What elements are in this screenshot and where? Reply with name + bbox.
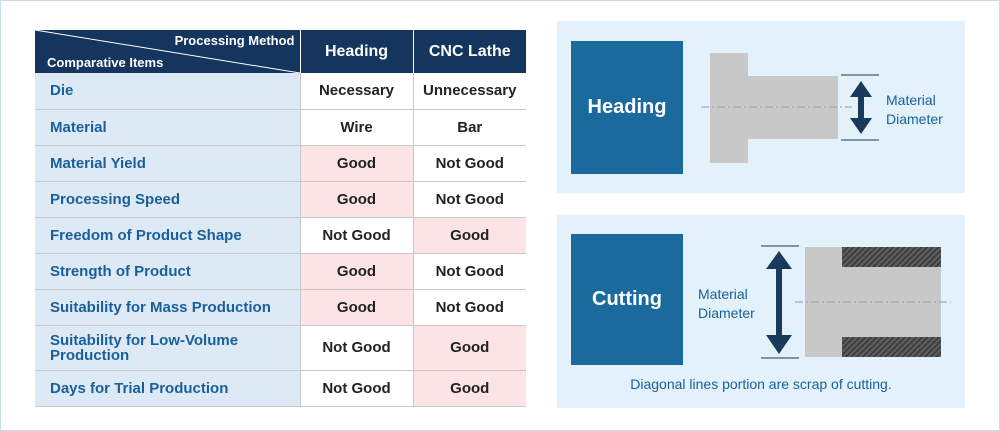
table-row: Days for Trial Production Not Good Good bbox=[35, 370, 526, 407]
cnc-lathe-value-cell: Unnecessary bbox=[412, 73, 526, 110]
comparative-item-cell: Die bbox=[35, 73, 300, 110]
scrap-hatch-bottom bbox=[842, 337, 941, 357]
heading-diameter-arrow bbox=[850, 81, 872, 134]
table-row: Die Necessary Unnecessary bbox=[35, 73, 526, 110]
table-row: Freedom of Product Shape Not Good Good bbox=[35, 217, 526, 254]
comparative-item-cell: Material Yield bbox=[35, 145, 300, 182]
cutting-dimension-label: Material Diameter bbox=[698, 285, 755, 323]
heading-value-cell: Wire bbox=[299, 109, 413, 146]
heading-part-drawing bbox=[701, 53, 879, 163]
table-row: Suitability for Low-Volume Production Not… bbox=[35, 325, 526, 371]
cnc-lathe-value-cell: Not Good bbox=[412, 253, 526, 290]
heading-value-cell: Good bbox=[299, 145, 413, 182]
cutting-dimension-label-line2: Diameter bbox=[698, 305, 755, 321]
heading-value-cell: Necessary bbox=[299, 73, 413, 110]
scrap-hatch-top bbox=[842, 247, 941, 267]
heading-title-box: Heading bbox=[571, 41, 683, 174]
comparative-item-cell: Days for Trial Production bbox=[35, 370, 300, 407]
table-row: Material Yield Good Not Good bbox=[35, 145, 526, 182]
comparative-item-cell: Strength of Product bbox=[35, 253, 300, 290]
headed-part-shape bbox=[710, 53, 838, 163]
heading-value-cell: Good bbox=[299, 181, 413, 218]
scrap-note: Diagonal lines portion are scrap of cutt… bbox=[630, 376, 892, 392]
cnc-lathe-value-cell: Good bbox=[412, 370, 526, 407]
processing-method-label: Processing Method bbox=[174, 33, 295, 48]
table-row: Strength of Product Good Not Good bbox=[35, 253, 526, 290]
comparative-item-cell: Suitability for Low-Volume Production bbox=[35, 325, 300, 371]
corner-diagonal-line bbox=[35, 30, 300, 73]
table-corner-cell: Processing Method Comparative Items bbox=[35, 30, 300, 73]
comparative-item-cell: Material bbox=[35, 109, 300, 146]
cutting-dimension-label-line1: Material bbox=[698, 286, 748, 302]
cutting-panel: Cutting Material Diameter Diagonal lines… bbox=[557, 215, 965, 408]
heading-value-cell: Not Good bbox=[299, 370, 413, 407]
heading-dimension-label-line1: Material bbox=[886, 92, 936, 108]
table-row: Processing Speed Good Not Good bbox=[35, 181, 526, 218]
heading-dimension-label-line2: Diameter bbox=[886, 111, 943, 127]
cnc-lathe-value-cell: Not Good bbox=[412, 181, 526, 218]
heading-value-cell: Good bbox=[299, 289, 413, 326]
heading-value-cell: Good bbox=[299, 253, 413, 290]
comparative-item-cell: Suitability for Mass Production bbox=[35, 289, 300, 326]
table-row: Suitability for Mass Production Good Not G… bbox=[35, 289, 526, 326]
table-row: Material Wire Bar bbox=[35, 109, 526, 146]
table-header-row: Processing Method Comparative Items Head… bbox=[35, 30, 526, 73]
column-header-heading: Heading bbox=[299, 30, 413, 73]
cnc-lathe-value-cell: Bar bbox=[412, 109, 526, 146]
table-body: Die Necessary Unnecessary Material Wire Bar Ma… bbox=[35, 73, 526, 407]
comparative-item-cell: Freedom of Product Shape bbox=[35, 217, 300, 254]
heading-panel: Heading Material Diameter bbox=[557, 21, 965, 193]
comparison-table: Processing Method Comparative Items Head… bbox=[35, 30, 526, 407]
cutting-title-box: Cutting bbox=[571, 234, 683, 365]
heading-value-cell: Not Good bbox=[299, 217, 413, 254]
cnc-lathe-value-cell: Good bbox=[412, 325, 526, 371]
cnc-lathe-value-cell: Not Good bbox=[412, 145, 526, 182]
heading-dimension-label: Material Diameter bbox=[886, 91, 943, 129]
cutting-diameter-arrow bbox=[766, 251, 792, 354]
cnc-lathe-value-cell: Good bbox=[412, 217, 526, 254]
cnc-lathe-value-cell: Not Good bbox=[412, 289, 526, 326]
comparative-items-label: Comparative Items bbox=[47, 55, 164, 70]
heading-value-cell: Not Good bbox=[299, 325, 413, 371]
comparative-item-cell: Processing Speed bbox=[35, 181, 300, 218]
cutting-part-drawing bbox=[761, 245, 951, 359]
column-header-cnc-lathe: CNC Lathe bbox=[412, 30, 526, 73]
